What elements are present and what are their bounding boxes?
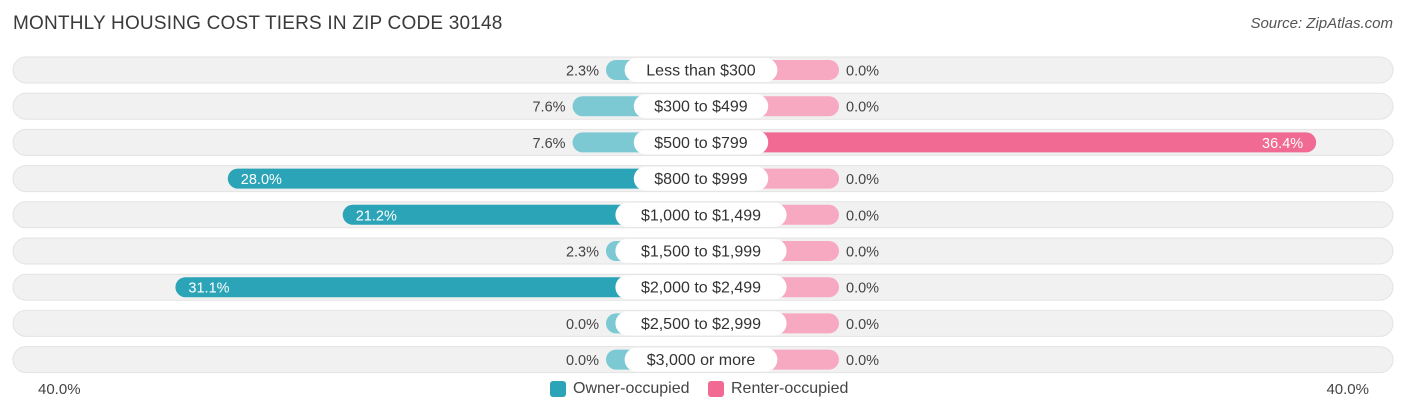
category-pill	[624, 58, 778, 82]
category-label: $1,500 to $1,999	[641, 244, 761, 261]
bar-row: $1,500 to $1,999 2.3% 0.0%	[12, 237, 1394, 265]
renter-value-label: 0.0%	[846, 100, 879, 116]
category-pill	[633, 130, 769, 155]
source-label: Source: ZipAtlas.com	[1250, 15, 1393, 32]
renter-bar	[701, 132, 1317, 153]
category-label: $3,000 or more	[647, 352, 756, 369]
owner-value-label: 0.0%	[566, 317, 599, 333]
chart-area: Less than $300 2.3% 0.0% $300 to $499 7.6% 0.…	[12, 56, 1394, 374]
owner-value-label: 0.0%	[566, 353, 599, 369]
owner-value-label: 7.6%	[532, 100, 565, 116]
bar-row: $500 to $799 7.6% 36.4%	[12, 128, 1394, 156]
bar-row: $2,000 to $2,499 31.1% 0.0%	[12, 273, 1394, 301]
legend-renter-label: Renter-occupied	[731, 380, 849, 397]
legend-owner-swatch	[550, 381, 566, 397]
chart-title: MONTHLY HOUSING COST TIERS IN ZIP CODE 3…	[13, 13, 503, 34]
renter-value-label: 0.0%	[846, 208, 879, 224]
owner-bar	[342, 204, 701, 225]
category-label: $2,500 to $2,999	[641, 316, 761, 333]
category-pill	[633, 166, 769, 191]
renter-value-label: 0.0%	[846, 281, 879, 297]
renter-value-label: 36.4%	[1262, 136, 1303, 152]
bar-row: $1,000 to $1,499 21.2% 0.0%	[12, 201, 1394, 229]
owner-bar	[227, 168, 702, 189]
owner-value-label: 7.6%	[532, 136, 565, 152]
owner-value-label: 2.3%	[566, 64, 599, 80]
owner-value-label: 28.0%	[241, 172, 282, 188]
axis-right-label: 40.0%	[1326, 381, 1369, 398]
legend-renter-swatch	[708, 381, 724, 397]
bar-row: $800 to $999 28.0% 0.0%	[12, 165, 1394, 193]
renter-value-label: 0.0%	[846, 245, 879, 261]
renter-value-label: 0.0%	[846, 64, 879, 80]
legend-owner: Owner-occupied	[550, 380, 690, 398]
category-label: Less than $300	[646, 63, 756, 80]
category-pill	[624, 347, 778, 372]
category-pill	[615, 311, 787, 336]
owner-value-label: 31.1%	[188, 281, 229, 297]
bar-row: $300 to $499 7.6% 0.0%	[12, 92, 1394, 120]
bar-row: Less than $300 2.3% 0.0%	[12, 56, 1394, 84]
bar-row: $2,500 to $2,999 0.0% 0.0%	[12, 309, 1394, 337]
category-label: $800 to $999	[654, 171, 748, 188]
category-pill	[633, 94, 769, 119]
owner-bar	[175, 277, 701, 298]
renter-value-label: 0.0%	[846, 172, 879, 188]
category-pill	[615, 275, 787, 300]
renter-value-label: 0.0%	[846, 353, 879, 369]
category-pill	[615, 239, 787, 263]
category-label: $300 to $499	[654, 99, 748, 116]
owner-value-label: 2.3%	[566, 245, 599, 261]
category-label: $500 to $799	[654, 135, 748, 152]
owner-value-label: 21.2%	[356, 208, 397, 224]
renter-value-label: 0.0%	[846, 317, 879, 333]
category-pill	[615, 202, 787, 227]
legend-owner-label: Owner-occupied	[573, 380, 690, 397]
axis-left-label: 40.0%	[38, 381, 81, 398]
category-label: $2,000 to $2,499	[641, 280, 761, 297]
category-label: $1,000 to $1,499	[641, 207, 761, 224]
legend-renter: Renter-occupied	[708, 380, 848, 398]
bar-row: $3,000 or more 0.0% 0.0%	[12, 346, 1394, 374]
